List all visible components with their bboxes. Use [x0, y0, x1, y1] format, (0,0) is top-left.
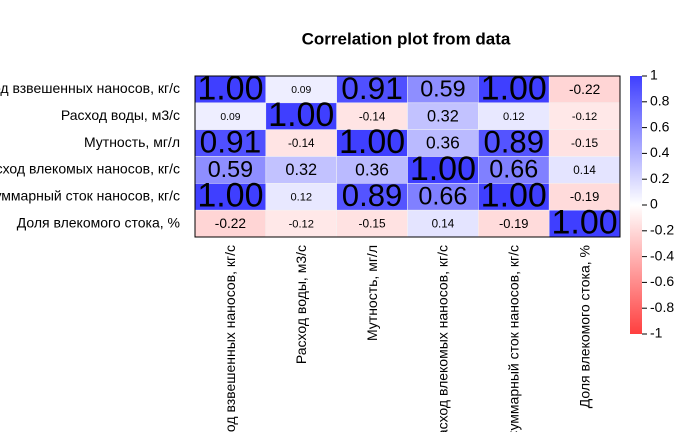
cell-label: 0.36 [426, 133, 460, 153]
heatmap-cell [265, 156, 337, 184]
cell-label: 0.91 [200, 123, 262, 159]
heatmap-cell [194, 156, 267, 184]
cell-label: 0.12 [290, 192, 312, 204]
cell-label: 0.36 [355, 159, 389, 179]
cell-label: 0.59 [208, 156, 253, 182]
heatmap-cell [194, 209, 267, 238]
heatmap-cell [478, 129, 550, 157]
cell-label: 1.00 [268, 96, 334, 134]
colorbar-tick-label: 0.4 [650, 144, 670, 160]
cell-label: -0.14 [288, 137, 315, 150]
colorbar-tick-label: 0.2 [650, 170, 670, 186]
plot-border [194, 75, 621, 238]
cell-label: -0.19 [499, 216, 529, 231]
column-label: Расход влекомых наносов, кг/с [435, 245, 451, 432]
cell-label: 1.00 [551, 204, 617, 242]
cell-label: -0.12 [572, 111, 597, 123]
cell-label: 0.14 [573, 164, 596, 177]
row-label: Мутность, мг/л [84, 134, 180, 150]
heatmap-cell [407, 183, 479, 211]
column-label: Мутность, мг/л [364, 245, 380, 341]
colorbar-tick-label: -0.2 [650, 222, 674, 238]
row-label: Суммарный сток наносов, кг/с [0, 187, 180, 203]
colorbar-tick-label: -0.8 [650, 299, 674, 315]
cell-label: -0.22 [215, 216, 246, 231]
cell-label: 0.09 [291, 85, 311, 96]
heatmap-cell [194, 75, 267, 104]
chart-title: Correlation plot from data [302, 29, 511, 48]
row-label: Доля влекомого стока, % [17, 214, 180, 230]
heatmap-cell [265, 129, 337, 157]
heatmap-cell [407, 129, 479, 157]
cell-label: 0.32 [285, 161, 317, 179]
colorbar-tick-label: 0.8 [650, 93, 670, 109]
heatmap-cell [265, 75, 337, 104]
heatmap-cell [548, 75, 621, 104]
column-label: Суммарный сток наносов, кг/с [505, 245, 521, 432]
heatmap-cell [478, 75, 550, 104]
row-label: Расход влекомых наносов, кг/с [0, 161, 180, 177]
cell-label: 1.00 [339, 123, 405, 161]
column-label: Доля влекомого стока, % [576, 245, 592, 408]
cell-label: 0.09 [220, 112, 240, 123]
heatmap-cell [548, 209, 621, 238]
heatmap-cell [336, 183, 408, 211]
heatmap-cell [194, 129, 267, 157]
colorbar-tick-label: -0.4 [650, 247, 674, 263]
colorbar-tick-label: -0.6 [650, 273, 674, 289]
colorbar-tick-label: 1 [650, 67, 658, 83]
colorbar-tick-label: -1 [650, 325, 663, 341]
heatmap-cell [548, 102, 621, 130]
heatmap-cell [407, 75, 479, 104]
heatmap-cell [336, 156, 408, 184]
heatmap-cell [407, 102, 479, 130]
heatmap-cell [548, 129, 621, 157]
heatmap-cell [478, 156, 550, 184]
row-label: Расход воды, м3/с [61, 107, 180, 123]
cell-label: 1.00 [481, 69, 547, 107]
column-label: Расход взвешенных наносов, кг/с [222, 245, 238, 432]
cell-label: -0.14 [359, 110, 386, 123]
cell-label: 0.12 [503, 111, 525, 123]
cell-label: 0.89 [483, 124, 544, 159]
heatmap-cell [407, 156, 479, 184]
colorbar-tick-label: 0 [650, 196, 658, 212]
cell-label: -0.12 [289, 219, 314, 231]
cell-label: 1.00 [410, 150, 476, 188]
cell-label: -0.15 [359, 217, 386, 231]
row-label: Расход взвешенных наносов, кг/с [0, 80, 180, 96]
heatmap-cell [194, 183, 267, 211]
cell-label: 0.32 [427, 108, 459, 126]
cell-label: 0.89 [342, 178, 403, 213]
cell-label: -0.19 [570, 189, 600, 204]
column-label: Расход воды, м3/с [293, 245, 309, 364]
colorbar-tick-label: 0.6 [650, 118, 670, 134]
colorbar [630, 76, 642, 334]
cell-label: 1.00 [481, 177, 547, 215]
cell-label: 0.66 [418, 182, 467, 210]
cell-label: 0.14 [432, 218, 455, 231]
cell-label: -0.22 [569, 82, 600, 97]
cell-label: 1.00 [197, 177, 263, 215]
cell-label: 1.00 [197, 69, 263, 107]
cell-label: -0.15 [571, 136, 598, 150]
cell-label: 0.91 [341, 70, 403, 106]
cell-label: 0.66 [489, 156, 538, 184]
heatmap-cell [265, 102, 337, 130]
cell-label: 0.59 [420, 76, 465, 102]
heatmap-cell [478, 209, 550, 238]
heatmap-cell [478, 183, 550, 211]
